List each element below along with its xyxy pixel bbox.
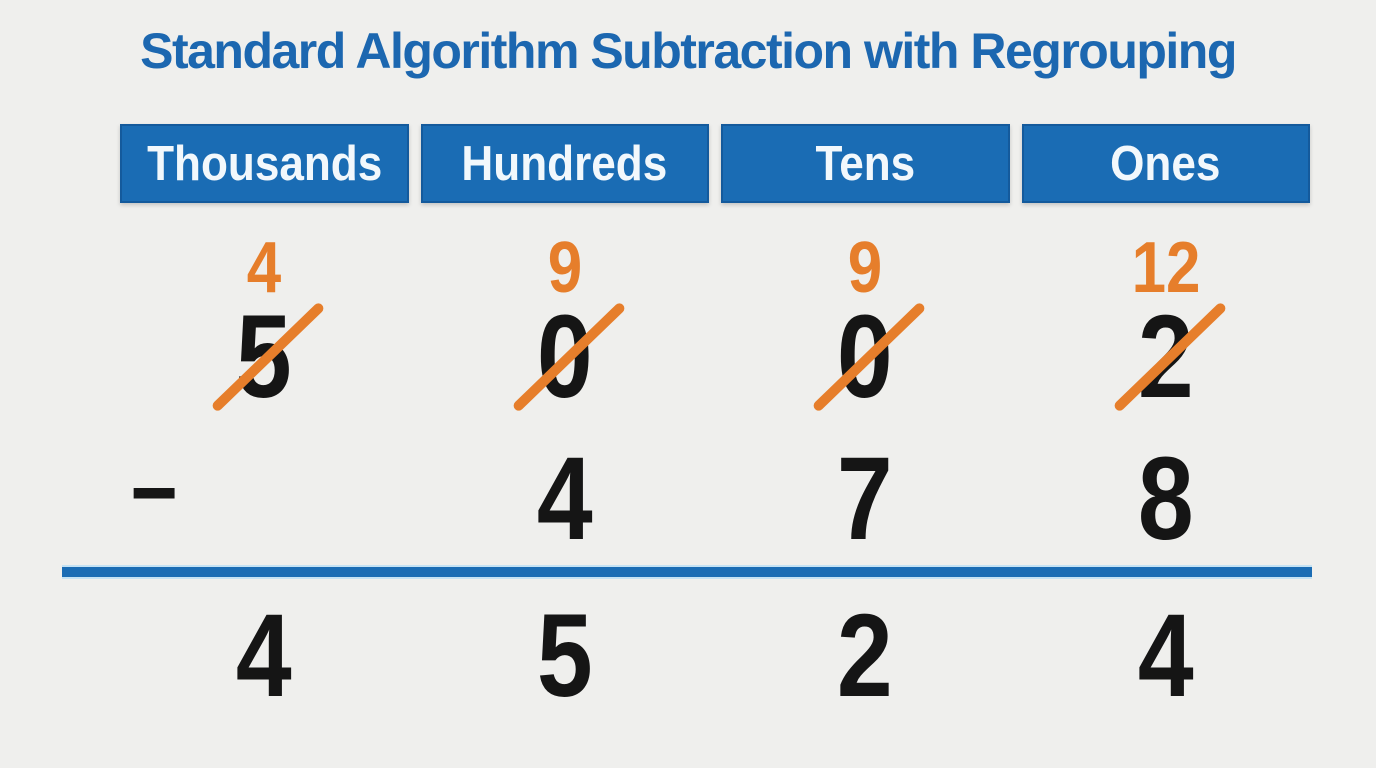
column-header-thousands: Thousands	[120, 124, 409, 203]
column-header-label: Tens	[815, 136, 916, 191]
subtrahend-digit: 4	[536, 433, 593, 565]
column-header-label: Thousands	[146, 136, 382, 191]
minuend-cell-tens: 0	[721, 298, 1010, 416]
result-digit: 5	[536, 590, 593, 722]
regroup-value: 9	[848, 228, 883, 308]
regroup-value: 9	[547, 228, 582, 308]
regroup-cell-ones: 12	[1022, 232, 1311, 304]
equals-rule	[62, 565, 1312, 579]
subtrahend-cell-thousands	[120, 440, 409, 558]
regroup-value: 4	[247, 228, 282, 308]
column-header-label: Ones	[1110, 136, 1221, 191]
subtrahend-cell-tens: 7	[721, 440, 1010, 558]
column-header-ones: Ones	[1021, 124, 1310, 203]
result-cell-tens: 2	[721, 597, 1010, 715]
minus-operator: −	[130, 439, 178, 547]
subtrahend-cell-hundreds: 4	[421, 440, 710, 558]
page-title: Standard Algorithm Subtraction with Regr…	[140, 23, 1237, 79]
minuend-cell-thousands: 5	[120, 298, 409, 416]
minuend-cell-hundreds: 0	[421, 298, 710, 416]
difference-row: 4 5 2 4	[120, 597, 1310, 715]
regroup-cell-tens: 9	[721, 232, 1010, 304]
minuend-row: 5 0 0 2	[120, 298, 1310, 416]
result-digit: 2	[837, 590, 894, 722]
subtrahend-digit: 7	[837, 433, 894, 565]
subtrahend-cell-ones: 8	[1022, 440, 1311, 558]
regroup-row: 4 9 9 12	[120, 232, 1311, 304]
regroup-value: 12	[1131, 228, 1201, 308]
regroup-cell-thousands: 4	[120, 232, 409, 304]
place-value-header-row: Thousands Hundreds Tens Ones	[120, 124, 1310, 203]
regroup-cell-hundreds: 9	[421, 232, 710, 304]
result-digit: 4	[1137, 590, 1194, 722]
result-cell-thousands: 4	[120, 597, 409, 715]
result-cell-ones: 4	[1022, 597, 1311, 715]
subtrahend-row: − 4 7 8	[120, 439, 1310, 558]
subtrahend-digit: 8	[1137, 433, 1194, 565]
column-header-label: Hundreds	[461, 136, 668, 191]
result-digit: 4	[236, 590, 293, 722]
column-header-tens: Tens	[721, 124, 1010, 203]
column-header-hundreds: Hundreds	[420, 124, 709, 203]
result-cell-hundreds: 5	[421, 597, 710, 715]
minuend-cell-ones: 2	[1022, 298, 1311, 416]
